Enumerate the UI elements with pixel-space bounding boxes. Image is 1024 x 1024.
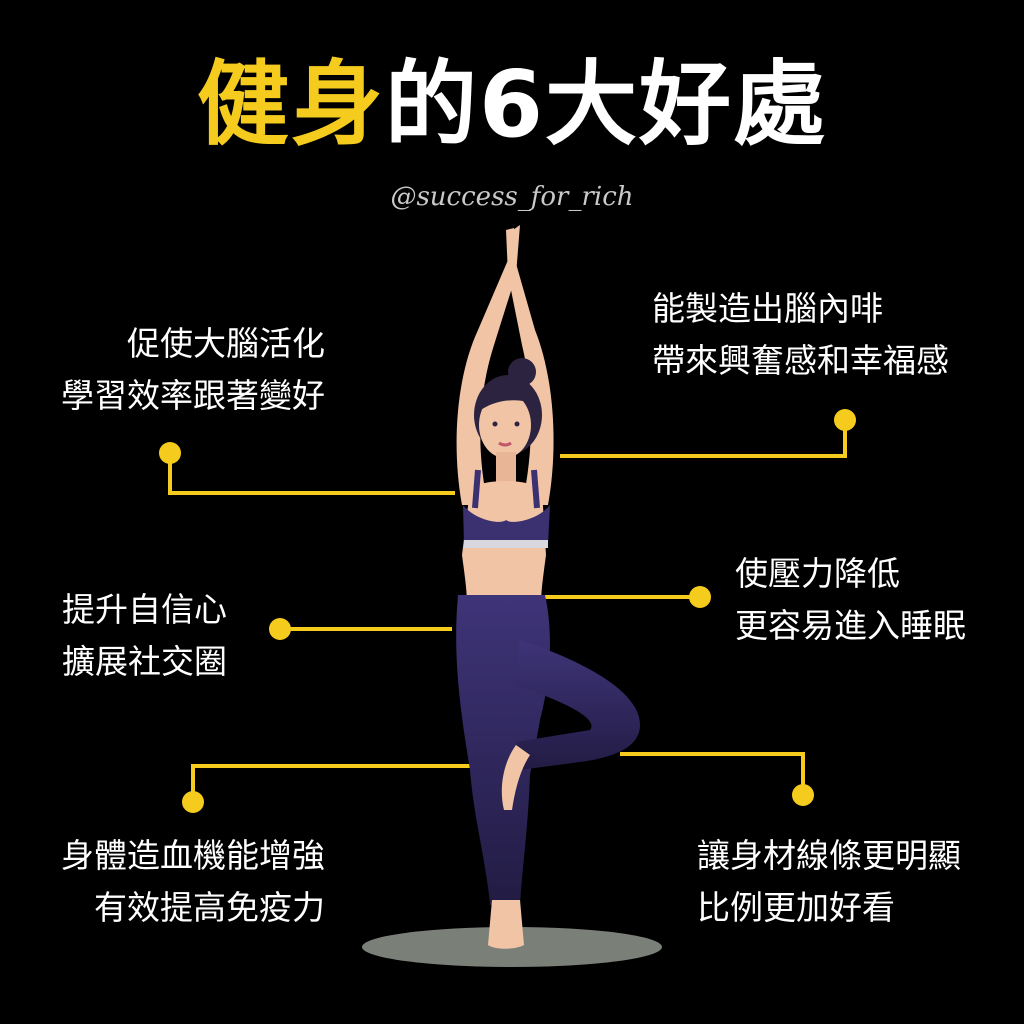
bent-leg [515, 640, 640, 770]
dot-confidence [269, 618, 291, 640]
dot-brain [159, 442, 181, 464]
sports-top [463, 505, 550, 545]
standing-foot [488, 900, 524, 949]
page-title: 健身的6大好處 [0, 52, 1024, 158]
raised-foot [501, 745, 530, 810]
left-eye [492, 421, 498, 427]
benefit-immunity-line1: 身體造血機能增強 [61, 836, 325, 875]
connector-lines [168, 420, 847, 802]
connector-body-shape [620, 752, 805, 795]
top-band [464, 540, 548, 548]
dot-stress [689, 586, 711, 608]
connector-endorphin [560, 420, 847, 458]
benefit-immunity-line2: 有效提高免疫力 [94, 888, 325, 927]
benefit-brain-line1: 促使大腦活化 [127, 324, 325, 363]
benefit-stress-line1: 使壓力降低 [735, 554, 900, 593]
benefit-endorphin-line2: 帶來興奮感和幸福感 [652, 341, 949, 380]
benefit-endorphin-line1: 能製造出腦內啡 [652, 289, 883, 328]
benefit-confidence: 提升自信心 擴展社交圈 [62, 584, 227, 688]
benefit-confidence-line1: 提升自信心 [62, 590, 227, 629]
benefit-brain-line2: 學習效率跟著變好 [61, 376, 325, 415]
benefit-confidence-line2: 擴展社交圈 [62, 642, 227, 681]
watermark: @success_for_rich [390, 182, 634, 212]
benefit-endorphin: 能製造出腦內啡 帶來興奮感和幸福感 [652, 283, 949, 387]
benefit-body-shape-line2: 比例更加好看 [697, 888, 895, 927]
connector-dots [159, 409, 856, 813]
fringe [478, 391, 534, 412]
mouth [498, 441, 512, 447]
top-strap-right [531, 469, 540, 509]
connector-immunity [191, 764, 470, 802]
face [479, 392, 531, 458]
title-highlight: 健身 [196, 51, 385, 158]
benefit-brain: 促使大腦活化 學習效率跟著變好 [40, 318, 325, 422]
title-rest: 的6大好處 [385, 51, 828, 158]
left-arm [456, 225, 520, 505]
benefit-stress-line2: 更容易進入睡眠 [735, 606, 966, 645]
benefit-stress: 使壓力降低 更容易進入睡眠 [735, 548, 966, 652]
benefit-body-shape: 讓身材線條更明顯 比例更加好看 [697, 830, 961, 934]
benefit-body-shape-line1: 讓身材線條更明顯 [697, 836, 961, 875]
connector-brain [168, 453, 455, 495]
benefit-immunity: 身體造血機能增強 有效提高免疫力 [40, 830, 325, 934]
neck [496, 452, 516, 482]
dot-immunity [182, 791, 204, 813]
right-eye [514, 421, 520, 427]
dot-body-shape [792, 784, 814, 806]
top-strap-left [472, 469, 481, 509]
dot-endorphin [834, 409, 856, 431]
